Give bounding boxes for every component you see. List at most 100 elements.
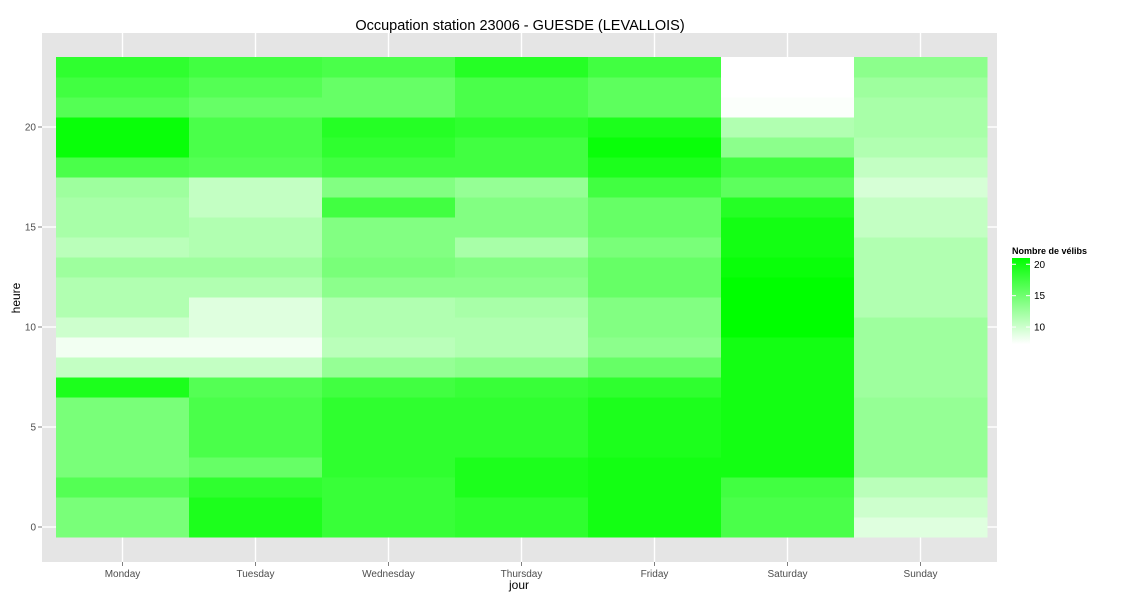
heatmap-cell	[189, 297, 323, 318]
heatmap-cell	[455, 237, 589, 258]
heatmap-cell	[455, 197, 589, 218]
heatmap-cell	[56, 477, 190, 498]
x-axis: Monday Tuesday Wednesday Thursday Friday Satu…	[105, 562, 937, 580]
heatmap-cell	[322, 57, 456, 78]
legend-tick-label: 15	[1034, 291, 1046, 302]
heatmap-cell	[455, 117, 589, 138]
heatmap-cell	[322, 517, 456, 538]
legend-colorbar	[1012, 258, 1030, 344]
heatmap-cell	[721, 57, 855, 78]
heatmap-cell	[721, 177, 855, 198]
heatmap-cell	[455, 497, 589, 518]
heatmap-cell	[854, 417, 988, 438]
heatmap-cell	[455, 397, 589, 418]
heatmap-cell	[854, 497, 988, 518]
y-tick-label: 5	[30, 423, 36, 434]
heatmap-cell	[56, 57, 190, 78]
heatmap-cell	[56, 437, 190, 458]
heatmap-cell	[721, 137, 855, 158]
heatmap-cell	[455, 157, 589, 178]
heatmap-cell	[588, 217, 722, 238]
heatmap-cell	[56, 277, 190, 298]
heatmap-cell	[189, 417, 323, 438]
heatmap-cell	[588, 197, 722, 218]
y-tick-label: 15	[25, 223, 37, 234]
heatmap-cell	[322, 317, 456, 338]
heatmap-cell	[322, 217, 456, 238]
heatmap-cell	[322, 297, 456, 318]
heatmap-cell	[56, 317, 190, 338]
heatmap-cell	[322, 497, 456, 518]
heatmap-cell	[721, 77, 855, 98]
heatmap-cell	[854, 277, 988, 298]
heatmap-cell	[455, 457, 589, 478]
heatmap-cell	[189, 277, 323, 298]
heatmap-cell	[322, 77, 456, 98]
heatmap-cell	[721, 197, 855, 218]
heatmap-cell	[588, 377, 722, 398]
heatmap-cell	[721, 337, 855, 358]
heatmap-cell	[56, 297, 190, 318]
heatmap-cell	[322, 377, 456, 398]
heatmap-cell	[854, 457, 988, 478]
heatmap-cell	[721, 277, 855, 298]
heatmap-cell	[56, 257, 190, 278]
heatmap-cell	[721, 457, 855, 478]
heatmap-cell	[322, 417, 456, 438]
heatmap-cell	[455, 97, 589, 118]
y-tick-label: 20	[25, 123, 37, 134]
heatmap-cell	[588, 157, 722, 178]
heatmap-cell	[854, 217, 988, 238]
heatmap-cell	[588, 397, 722, 418]
x-tick-label: Saturday	[767, 569, 807, 580]
legend-ticks: 10 15 20	[1012, 260, 1046, 334]
heatmap-cell	[455, 357, 589, 378]
heatmap-cell	[721, 437, 855, 458]
heatmap-cell	[189, 257, 323, 278]
heatmap-cell	[721, 257, 855, 278]
y-axis: 0 5 10 15 20	[25, 123, 42, 534]
heatmap-cell	[56, 497, 190, 518]
heatmap-cell	[56, 377, 190, 398]
heatmap-cell	[588, 117, 722, 138]
heatmap-cell	[721, 237, 855, 258]
heatmap-cell	[721, 317, 855, 338]
heatmap-cell	[56, 97, 190, 118]
x-tick-label: Monday	[105, 569, 141, 580]
heatmap-cell	[721, 357, 855, 378]
heatmap-cell	[322, 277, 456, 298]
heatmap-cell	[721, 377, 855, 398]
heatmap-cell	[721, 97, 855, 118]
heatmap-cell	[721, 417, 855, 438]
heatmap-cell	[455, 317, 589, 338]
heatmap-cell	[189, 237, 323, 258]
heatmap-cell	[189, 517, 323, 538]
heatmap-cell	[854, 177, 988, 198]
heatmap-cell	[588, 77, 722, 98]
heatmap-cell	[322, 177, 456, 198]
heatmap-cell	[588, 417, 722, 438]
heatmap-cell	[455, 177, 589, 198]
heatmap-cell	[588, 177, 722, 198]
chart-title: Occupation station 23006 - GUESDE (LEVAL…	[355, 18, 684, 34]
color-legend: Nombre de vélibs 10 15 20	[1012, 246, 1087, 344]
heatmap-cell	[56, 517, 190, 538]
heatmap-cell	[455, 477, 589, 498]
heatmap-cell	[56, 177, 190, 198]
heatmap-cell	[854, 477, 988, 498]
heatmap-cell	[189, 57, 323, 78]
heatmap-cell	[56, 157, 190, 178]
heatmap-cell	[56, 137, 190, 158]
heatmap-cell	[189, 397, 323, 418]
heatmap-cell	[189, 377, 323, 398]
heatmap-cell	[455, 277, 589, 298]
heatmap-cell	[189, 97, 323, 118]
heatmap-cell	[854, 137, 988, 158]
heatmap-cell	[455, 417, 589, 438]
heatmap-cell	[721, 217, 855, 238]
heatmap-cell	[56, 417, 190, 438]
y-axis-title: heure	[9, 282, 23, 313]
heatmap-cell	[189, 137, 323, 158]
heatmap-cell	[854, 77, 988, 98]
